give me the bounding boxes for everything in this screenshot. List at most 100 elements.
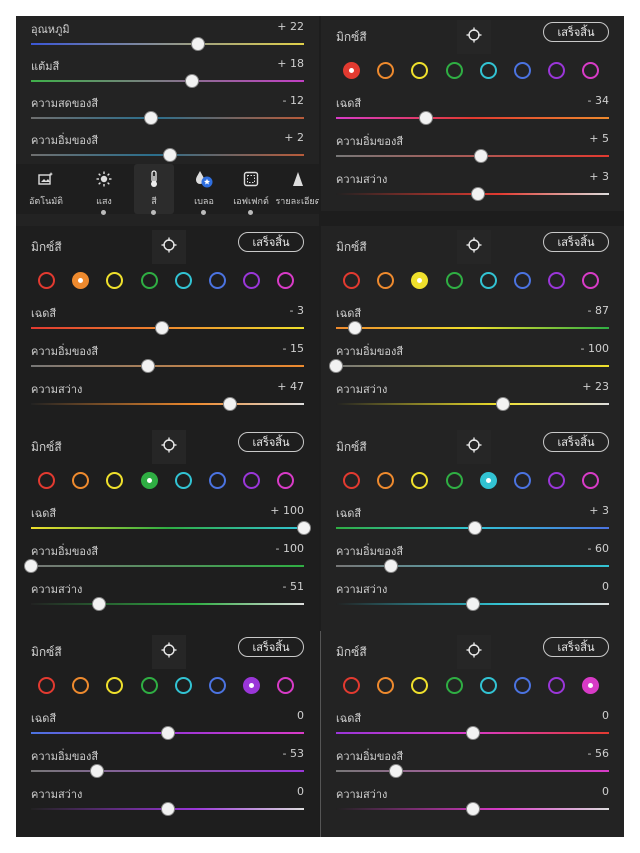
color-swatch[interactable] <box>479 677 497 694</box>
color-swatch[interactable] <box>243 472 261 489</box>
luminance-slider-track[interactable] <box>336 403 609 405</box>
saturation-slider-track[interactable] <box>336 770 609 772</box>
hue-slider-track[interactable] <box>31 527 304 529</box>
hue-slider-thumb[interactable] <box>348 321 363 335</box>
color-swatch[interactable] <box>479 62 497 79</box>
target-adjust-button[interactable] <box>457 230 491 264</box>
hue-slider-thumb[interactable] <box>468 521 483 535</box>
color-swatch[interactable] <box>209 472 226 489</box>
color-swatch[interactable] <box>514 472 531 489</box>
color-swatch[interactable] <box>140 677 158 694</box>
color-swatch[interactable] <box>243 272 261 289</box>
color-swatch[interactable] <box>72 677 90 694</box>
luminance-slider-thumb[interactable] <box>465 597 480 611</box>
target-adjust-button[interactable] <box>152 635 186 669</box>
tool-sun[interactable]: แสง <box>84 164 124 215</box>
color-swatch[interactable] <box>411 62 429 79</box>
target-adjust-button[interactable] <box>457 20 491 54</box>
saturation-slider-thumb[interactable] <box>163 148 178 162</box>
saturation-slider-thumb[interactable] <box>383 559 398 573</box>
color-swatch[interactable] <box>343 272 360 289</box>
color-swatch[interactable] <box>377 272 395 289</box>
saturation-slider-thumb[interactable] <box>329 359 343 373</box>
saturation-slider-track[interactable] <box>336 155 609 157</box>
tool-drop-star[interactable]: เบลอ <box>184 164 224 215</box>
tool-thermometer[interactable]: สี <box>134 164 174 215</box>
color-swatch[interactable] <box>277 472 295 489</box>
color-swatch[interactable] <box>445 272 463 289</box>
luminance-slider-thumb[interactable] <box>223 397 238 411</box>
color-swatch[interactable] <box>377 62 395 79</box>
target-adjust-button[interactable] <box>152 430 186 464</box>
color-swatch[interactable] <box>277 272 295 289</box>
done-button[interactable]: เสร็จสิ้น <box>543 232 609 252</box>
color-swatch[interactable] <box>38 472 55 489</box>
color-swatch[interactable] <box>514 272 531 289</box>
color-swatch[interactable] <box>243 677 261 694</box>
color-swatch[interactable] <box>106 472 124 489</box>
color-swatch[interactable] <box>377 677 395 694</box>
hue-slider-thumb[interactable] <box>155 321 170 335</box>
color-swatch[interactable] <box>209 677 226 694</box>
hue-slider-thumb[interactable] <box>419 111 434 125</box>
color-swatch[interactable] <box>377 472 395 489</box>
color-swatch[interactable] <box>343 677 360 694</box>
tool-auto-image[interactable]: อัตโนมัติ <box>26 164 66 214</box>
color-swatch[interactable] <box>174 472 192 489</box>
color-swatch[interactable] <box>72 472 90 489</box>
saturation-slider-thumb[interactable] <box>89 764 104 778</box>
color-swatch[interactable] <box>582 472 600 489</box>
color-swatch[interactable] <box>548 677 566 694</box>
tool-triangle[interactable]: รายละเอียด <box>275 164 319 214</box>
saturation-slider-thumb[interactable] <box>24 559 38 573</box>
color-swatch[interactable] <box>445 472 463 489</box>
saturation-slider-track[interactable] <box>336 365 609 367</box>
saturation-slider-track[interactable] <box>31 365 304 367</box>
hue-slider-thumb[interactable] <box>160 726 175 740</box>
done-button[interactable]: เสร็จสิ้น <box>543 432 609 452</box>
luminance-slider-track[interactable] <box>31 403 304 405</box>
color-swatch[interactable] <box>411 677 429 694</box>
color-swatch[interactable] <box>411 272 429 289</box>
temperature-slider-track[interactable] <box>31 43 304 45</box>
color-swatch[interactable] <box>140 472 158 489</box>
temperature-slider-thumb[interactable] <box>190 37 205 51</box>
luminance-slider-thumb[interactable] <box>470 187 485 201</box>
vibrance-slider-track[interactable] <box>31 117 304 119</box>
luminance-slider-thumb[interactable] <box>160 802 175 816</box>
tool-effects[interactable]: เอฟเฟกต์ <box>231 164 271 215</box>
color-swatch[interactable] <box>38 272 55 289</box>
saturation-slider-thumb[interactable] <box>389 764 404 778</box>
color-swatch[interactable] <box>174 272 192 289</box>
color-swatch[interactable] <box>548 62 566 79</box>
target-adjust-button[interactable] <box>457 635 491 669</box>
target-adjust-button[interactable] <box>152 230 186 264</box>
done-button[interactable]: เสร็จสิ้น <box>238 432 304 452</box>
color-swatch[interactable] <box>106 677 124 694</box>
target-adjust-button[interactable] <box>457 430 491 464</box>
luminance-slider-thumb[interactable] <box>495 397 510 411</box>
color-swatch[interactable] <box>582 62 600 79</box>
done-button[interactable]: เสร็จสิ้น <box>238 637 304 657</box>
color-swatch[interactable] <box>514 62 531 79</box>
hue-slider-thumb[interactable] <box>297 521 311 535</box>
color-swatch[interactable] <box>140 272 158 289</box>
luminance-slider-track[interactable] <box>31 603 304 605</box>
saturation-slider-track[interactable] <box>31 770 304 772</box>
color-swatch[interactable] <box>582 272 600 289</box>
color-swatch[interactable] <box>174 677 192 694</box>
saturation-slider-thumb[interactable] <box>473 149 488 163</box>
color-swatch[interactable] <box>38 677 55 694</box>
color-swatch[interactable] <box>445 677 463 694</box>
color-swatch[interactable] <box>445 62 463 79</box>
done-button[interactable]: เสร็จสิ้น <box>238 232 304 252</box>
color-swatch[interactable] <box>548 472 566 489</box>
color-swatch[interactable] <box>479 472 497 489</box>
saturation-slider-track[interactable] <box>31 565 304 567</box>
color-swatch[interactable] <box>411 472 429 489</box>
hue-slider-track[interactable] <box>336 117 609 119</box>
color-swatch[interactable] <box>106 272 124 289</box>
done-button[interactable]: เสร็จสิ้น <box>543 22 609 42</box>
vibrance-slider-thumb[interactable] <box>144 111 159 125</box>
color-swatch[interactable] <box>209 272 226 289</box>
